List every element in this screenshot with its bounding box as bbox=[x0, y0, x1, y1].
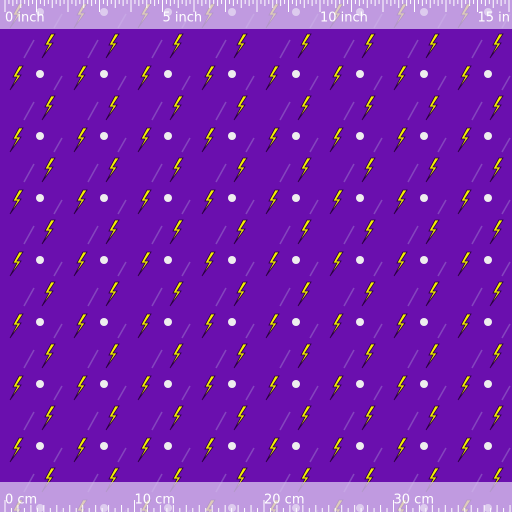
cm-ruler bbox=[0, 482, 512, 512]
cm-label: 0 cm bbox=[5, 493, 37, 508]
inch-label: 10 inch bbox=[320, 11, 368, 26]
cm-label: 20 cm bbox=[264, 493, 305, 508]
inch-label: 15 in bbox=[478, 11, 511, 26]
inch-label: 5 inch bbox=[163, 11, 203, 26]
ruler-labels: 0 inch 5 inch 10 inch 15 in 0 cm 10 cm 20 cm 30… bbox=[5, 11, 511, 508]
cm-label: 30 cm bbox=[394, 493, 435, 508]
ruler-ticks bbox=[4, 0, 511, 512]
inch-ruler bbox=[0, 0, 512, 29]
cm-label: 10 cm bbox=[135, 493, 176, 508]
inch-label: 0 inch bbox=[5, 11, 45, 26]
